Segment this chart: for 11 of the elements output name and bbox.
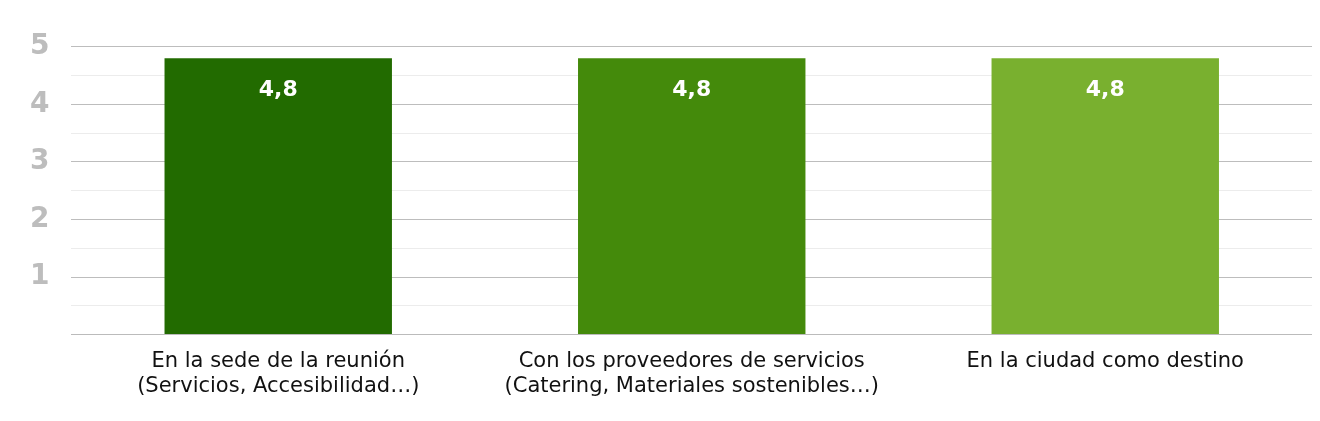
y-tick-label: 3: [30, 143, 50, 177]
x-tick-label: En la sede de la reunión (Servicios, Accesibilidad…): [137, 347, 420, 397]
y-tick-label: 2: [30, 200, 50, 234]
y-tick-label: 1: [30, 258, 50, 292]
y-tick-label: 4: [30, 85, 50, 119]
data-label: 4,8: [672, 76, 712, 102]
x-tick-label: En la ciudad como destino: [966, 347, 1244, 372]
x-tick-label: Con los proveedores de servicios (Catering, Materiales sostenibles…): [504, 347, 879, 397]
data-label: 4,8: [1085, 76, 1125, 102]
data-label: 4,8: [258, 76, 298, 102]
y-tick-label: 5: [30, 28, 50, 62]
